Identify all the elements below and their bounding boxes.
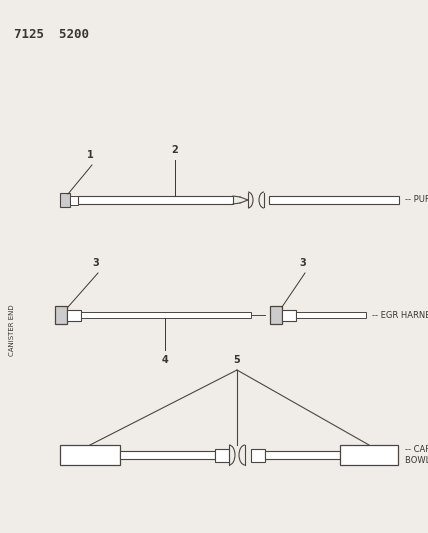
Bar — [78, 196, 233, 204]
Bar — [70, 196, 78, 205]
Text: 5: 5 — [234, 355, 241, 365]
Bar — [282, 310, 296, 320]
Text: 2: 2 — [172, 145, 178, 155]
Bar — [60, 445, 120, 465]
Bar — [265, 451, 340, 459]
Text: CANISTER END: CANISTER END — [9, 304, 15, 356]
Text: 7125  5200: 7125 5200 — [14, 28, 89, 41]
Text: 3: 3 — [300, 258, 306, 268]
Bar — [296, 312, 366, 318]
Text: -- EGR HARNESS: -- EGR HARNESS — [372, 311, 428, 319]
Text: 3: 3 — [92, 258, 99, 268]
Text: -- CARB
BOWL VENT: -- CARB BOWL VENT — [405, 445, 428, 465]
Text: 1: 1 — [86, 150, 93, 160]
Bar — [270, 306, 282, 324]
Bar — [67, 310, 81, 320]
Bar — [269, 196, 399, 204]
Bar — [81, 312, 251, 318]
Text: -- PURGE: -- PURGE — [405, 196, 428, 205]
Bar — [120, 451, 215, 459]
Bar — [251, 448, 265, 462]
Bar — [215, 448, 229, 462]
Bar — [340, 445, 398, 465]
Bar — [60, 193, 70, 207]
Bar — [55, 306, 67, 324]
Text: 4: 4 — [162, 355, 168, 365]
